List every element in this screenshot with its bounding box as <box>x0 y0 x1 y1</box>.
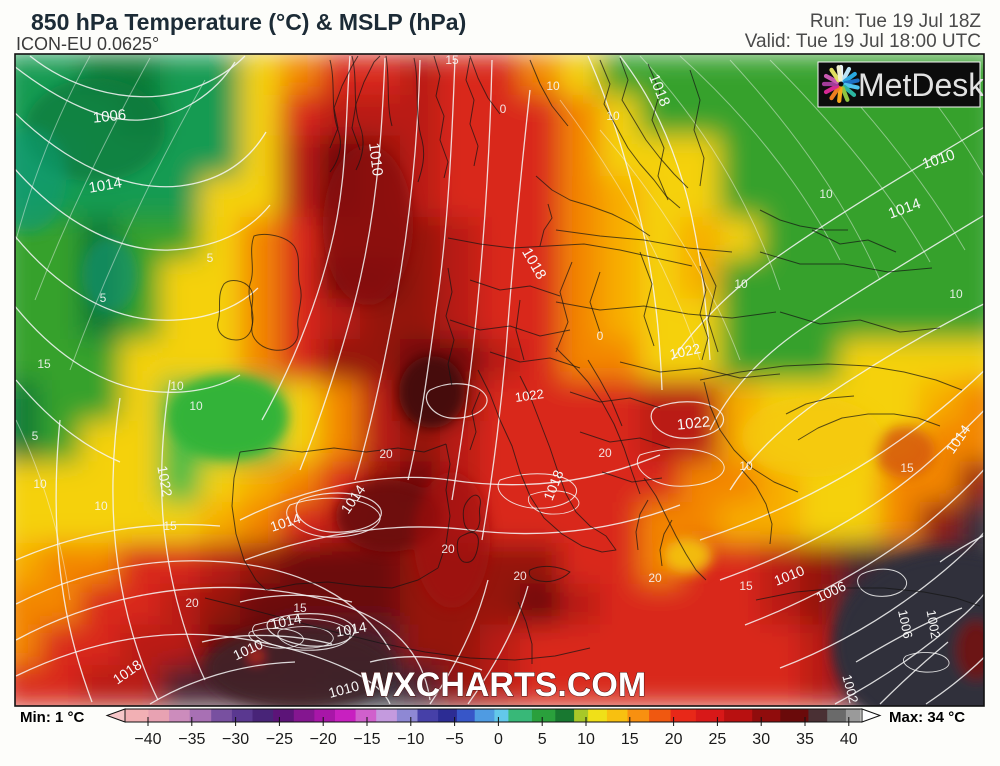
svg-text:10: 10 <box>170 379 184 393</box>
svg-text:1022: 1022 <box>676 413 711 433</box>
svg-text:1002: 1002 <box>839 673 861 705</box>
svg-text:−10: −10 <box>397 731 424 748</box>
svg-text:20: 20 <box>441 542 455 556</box>
svg-text:−25: −25 <box>266 731 293 748</box>
svg-text:15: 15 <box>37 357 51 371</box>
svg-text:850 hPa Temperature (°C) & MSL: 850 hPa Temperature (°C) & MSLP (hPa) <box>31 9 466 35</box>
svg-text:−5: −5 <box>445 731 463 748</box>
svg-text:0: 0 <box>597 329 604 343</box>
svg-text:20: 20 <box>379 447 393 461</box>
svg-text:−30: −30 <box>222 731 249 748</box>
svg-text:10: 10 <box>949 287 963 301</box>
svg-text:ICON-EU 0.0625°: ICON-EU 0.0625° <box>16 34 159 54</box>
svg-text:15: 15 <box>739 579 753 593</box>
svg-text:WXCHARTS.COM: WXCHARTS.COM <box>361 666 646 704</box>
svg-text:15: 15 <box>445 53 459 67</box>
svg-text:Min: 1 °C: Min: 1 °C <box>20 709 84 726</box>
svg-text:25: 25 <box>709 731 727 748</box>
svg-text:Max: 34 °C: Max: 34 °C <box>889 709 965 726</box>
svg-text:1010: 1010 <box>327 677 361 701</box>
svg-text:20: 20 <box>185 596 199 610</box>
svg-text:MetDesk: MetDesk <box>858 67 985 103</box>
svg-text:−20: −20 <box>310 731 337 748</box>
svg-text:1022: 1022 <box>154 464 175 498</box>
svg-text:1014: 1014 <box>334 618 368 639</box>
svg-text:5: 5 <box>100 291 107 305</box>
svg-text:10: 10 <box>739 459 753 473</box>
svg-text:15: 15 <box>163 519 177 533</box>
svg-text:Run: Tue 19 Jul 18Z: Run: Tue 19 Jul 18Z <box>810 11 981 32</box>
svg-text:10: 10 <box>734 277 748 291</box>
svg-text:1010: 1010 <box>365 142 386 177</box>
svg-text:1002: 1002 <box>924 609 944 640</box>
svg-text:20: 20 <box>648 571 662 585</box>
svg-text:5: 5 <box>207 251 214 265</box>
svg-text:20: 20 <box>598 446 612 460</box>
svg-text:1006: 1006 <box>92 106 127 126</box>
svg-text:10: 10 <box>606 109 620 123</box>
svg-text:20: 20 <box>513 569 527 583</box>
svg-text:10: 10 <box>33 477 47 491</box>
svg-text:1022: 1022 <box>668 340 702 362</box>
svg-text:40: 40 <box>840 731 858 748</box>
svg-text:0: 0 <box>500 102 507 116</box>
svg-text:5: 5 <box>32 429 39 443</box>
svg-text:20: 20 <box>665 731 683 748</box>
svg-text:Valid: Tue 19 Jul 18:00 UTC: Valid: Tue 19 Jul 18:00 UTC <box>745 31 981 52</box>
svg-text:10: 10 <box>189 399 203 413</box>
svg-text:15: 15 <box>621 731 639 748</box>
svg-text:−40: −40 <box>134 731 161 748</box>
svg-text:0: 0 <box>494 731 503 748</box>
svg-text:5: 5 <box>538 731 547 748</box>
svg-text:−35: −35 <box>178 731 205 748</box>
svg-text:1022: 1022 <box>514 386 545 405</box>
svg-text:35: 35 <box>796 731 814 748</box>
svg-text:15: 15 <box>900 461 914 475</box>
svg-text:10: 10 <box>819 187 833 201</box>
svg-text:15: 15 <box>293 601 307 615</box>
svg-text:30: 30 <box>752 731 770 748</box>
svg-text:1014: 1014 <box>87 174 123 197</box>
svg-text:−15: −15 <box>353 731 380 748</box>
svg-text:10: 10 <box>94 499 108 513</box>
svg-text:10: 10 <box>546 79 560 93</box>
svg-text:10: 10 <box>577 731 595 748</box>
svg-text:1006: 1006 <box>895 608 916 639</box>
svg-text:1014: 1014 <box>269 610 303 632</box>
